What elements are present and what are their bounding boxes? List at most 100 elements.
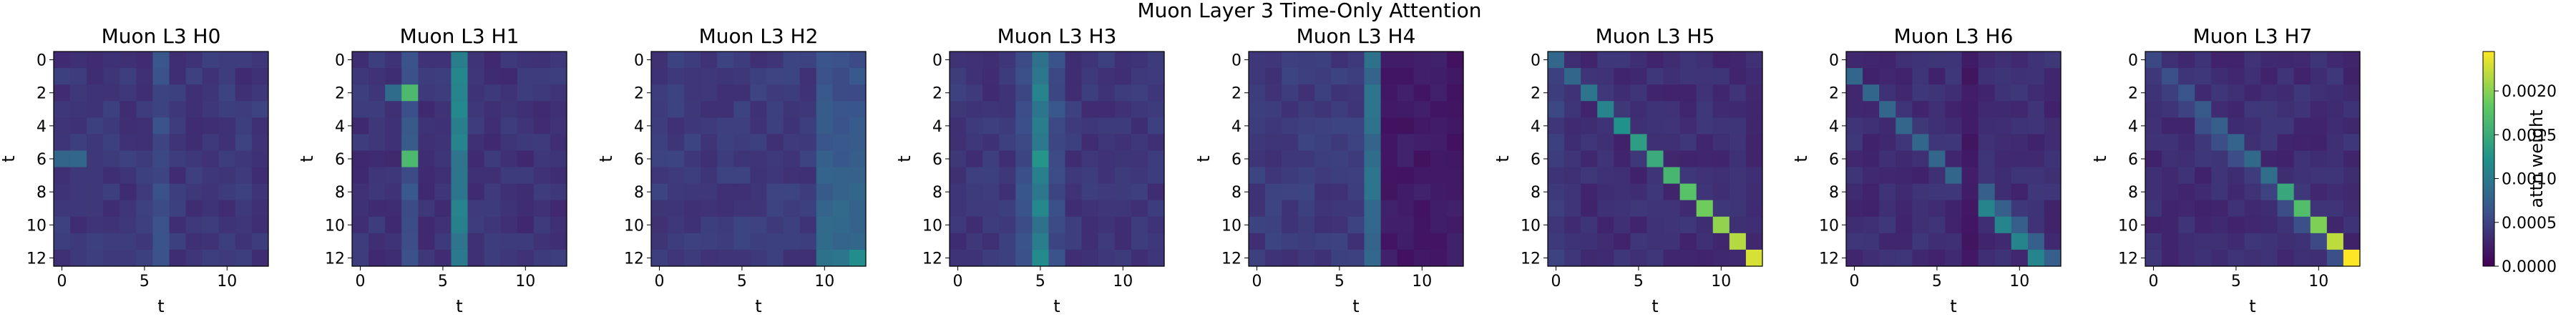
heatmap-cell: [832, 117, 850, 135]
y-tick-label: 4: [1231, 118, 1241, 136]
heatmap-cell: [1846, 216, 1863, 234]
y-axis-label: t: [1194, 155, 1214, 162]
heatmap-cell: [1364, 233, 1382, 250]
heatmap-cell: [1397, 84, 1415, 102]
heatmap-cell: [1282, 68, 1299, 85]
heatmap-cell: [1712, 84, 1730, 102]
heatmap-cell: [185, 233, 203, 250]
heatmap-cell: [218, 101, 236, 118]
heatmap-cell: [2195, 183, 2212, 201]
heatmap-cell: [1249, 52, 1266, 69]
heatmap-cell: [218, 216, 236, 234]
heatmap-cell: [467, 52, 485, 69]
heatmap-cell: [1978, 200, 1996, 218]
heatmap-cell: [966, 84, 983, 102]
y-tick-label: 0: [2128, 52, 2138, 70]
heatmap-cell: [1413, 101, 1431, 118]
heatmap-cell: [2326, 68, 2344, 85]
heatmap-cell: [966, 68, 983, 85]
heatmap-cell: [1679, 150, 1697, 168]
heatmap-cell: [2211, 150, 2228, 168]
heatmap-cell: [1249, 167, 1266, 185]
heatmap-cell: [2044, 84, 2062, 102]
heatmap-cell: [1712, 150, 1730, 168]
heatmap-cell: [1446, 52, 1464, 69]
heatmap-cell: [1032, 249, 1050, 267]
heatmap-cell: [1879, 183, 1896, 201]
heatmap-cell: [251, 200, 269, 218]
heatmap-cell: [1364, 52, 1382, 69]
heatmap-cell: [1249, 249, 1266, 267]
heatmap-cell: [1978, 117, 1996, 135]
y-tick-label: 6: [36, 151, 47, 169]
heatmap-cell: [2260, 200, 2278, 218]
heatmap-panel-7: Muon L3 H7 0 5 10 t 0 2 4 6 8 10 12 t: [2090, 24, 2361, 316]
heatmap-cell: [1114, 68, 1132, 85]
heatmap-cell: [70, 101, 87, 118]
heatmap-cell: [717, 249, 734, 267]
heatmap-cell: [684, 150, 701, 168]
heatmap-cell: [950, 101, 967, 118]
heatmap-cell: [533, 134, 551, 152]
heatmap-cell: [1446, 249, 1464, 267]
heatmap-cell: [1879, 84, 1896, 102]
heatmap-cell: [185, 117, 203, 135]
heatmap-cell: [1098, 233, 1116, 250]
heatmap-cell: [1032, 68, 1050, 85]
heatmap-cell: [202, 167, 220, 185]
heatmap-cell: [1994, 68, 2012, 85]
heatmap-cell: [550, 167, 567, 185]
heatmap-cell: [352, 68, 369, 85]
heatmap-cell: [1298, 134, 1315, 152]
heatmap-cell: [550, 233, 567, 250]
heatmap-cell: [467, 150, 485, 168]
heatmap-cell: [668, 249, 685, 267]
heatmap-cell: [2293, 117, 2311, 135]
heatmap-cell: [1282, 134, 1299, 152]
heatmap-cell: [533, 52, 551, 69]
heatmap-cell: [1048, 68, 1066, 85]
heatmap-cell: [235, 101, 253, 118]
heatmap-cell: [1712, 200, 1730, 218]
heatmap-cell: [1098, 84, 1116, 102]
heatmap-cell: [783, 134, 801, 152]
heatmap-cell: [2310, 101, 2328, 118]
heatmap-cell: [1314, 183, 1332, 201]
heatmap-cell: [2211, 101, 2228, 118]
heatmap-cell: [533, 167, 551, 185]
heatmap-cell: [2145, 233, 2162, 250]
heatmap-cell: [668, 216, 685, 234]
heatmap-cell: [1712, 101, 1730, 118]
heatmap-cell: [1879, 200, 1896, 218]
heatmap-cell: [766, 117, 784, 135]
heatmap-cell: [169, 233, 187, 250]
heatmap-cell: [2178, 117, 2195, 135]
heatmap-cell: [717, 167, 734, 185]
heatmap-cell: [1282, 233, 1299, 250]
heatmap-cell: [87, 150, 104, 168]
heatmap-cell: [651, 200, 668, 218]
heatmap-cell: [185, 134, 203, 152]
heatmap-cell: [668, 134, 685, 152]
heatmap-cell: [202, 183, 220, 201]
heatmap-cell: [1994, 117, 2012, 135]
heatmap-cell: [1696, 183, 1714, 201]
heatmap-cell: [1896, 52, 1913, 69]
heatmap-cell: [550, 68, 567, 85]
heatmap-cell: [1282, 249, 1299, 267]
heatmap-cell: [1048, 134, 1066, 152]
heatmap-cell: [816, 216, 834, 234]
heatmap-cell: [1347, 233, 1365, 250]
heatmap-cell: [1331, 134, 1349, 152]
heatmap-cell: [2011, 150, 2029, 168]
heatmap-cell: [1928, 167, 1946, 185]
heatmap-cell: [668, 68, 685, 85]
x-tick-label: 5: [2231, 273, 2241, 291]
heatmap-cell: [169, 68, 187, 85]
heatmap-cell: [169, 183, 187, 201]
heatmap-cell: [152, 101, 170, 118]
heatmap-cell: [2310, 200, 2328, 218]
heatmap-cell: [1945, 134, 1963, 152]
heatmap-cell: [999, 200, 1016, 218]
heatmap-cell: [70, 134, 87, 152]
